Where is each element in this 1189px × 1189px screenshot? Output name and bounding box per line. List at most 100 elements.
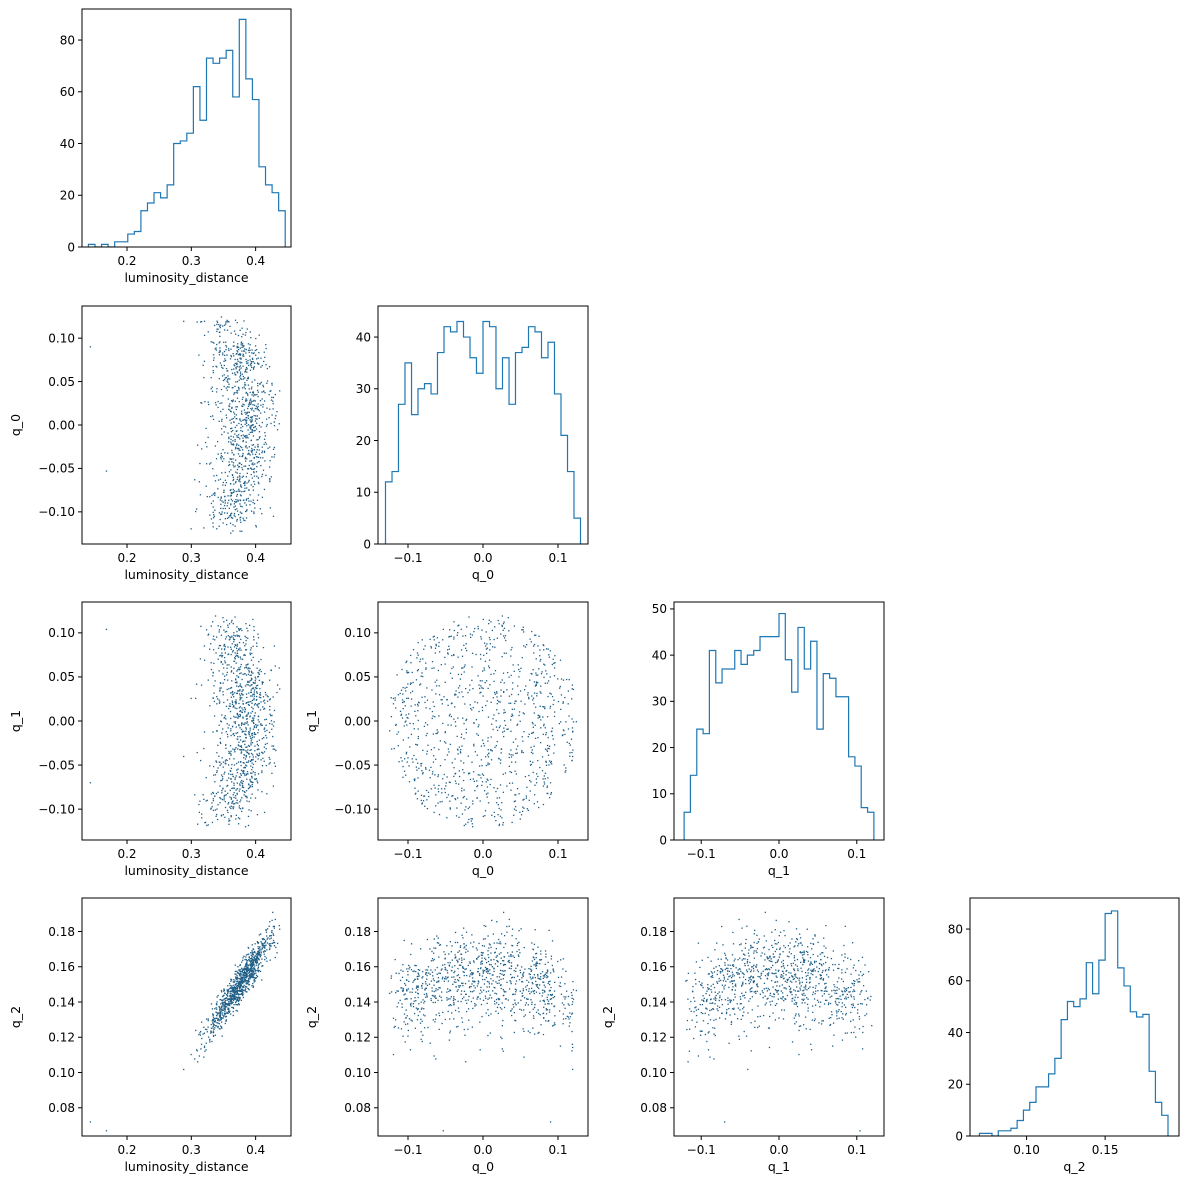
scatter-point [242, 978, 244, 981]
scatter-point [219, 350, 221, 353]
scatter-point [231, 643, 233, 645]
scatter-point [540, 658, 542, 661]
scatter-point [510, 719, 512, 721]
scatter-point [444, 957, 446, 959]
scatter-point [409, 1049, 412, 1051]
scatter-point [485, 793, 488, 795]
scatter-point [247, 712, 250, 714]
scatter-point [498, 824, 500, 827]
scatter-point [523, 807, 525, 809]
scatter-point [441, 800, 443, 803]
scatter-point [538, 806, 540, 809]
scatter-point [547, 754, 550, 756]
scatter-point [525, 986, 527, 988]
scatter-point [216, 730, 218, 732]
scatter-point [242, 740, 245, 742]
scatter-point [421, 987, 423, 989]
scatter-point [226, 417, 228, 419]
scatter-point [232, 989, 235, 992]
scatter-point [516, 965, 519, 967]
scatter-point [248, 667, 250, 669]
scatter-point [216, 343, 218, 346]
scatter-point [216, 388, 218, 390]
scatter-point [477, 971, 479, 973]
scatter-point [548, 764, 550, 766]
scatter-point [487, 762, 489, 764]
scatter-point [220, 774, 223, 776]
scatter-point [221, 757, 223, 759]
scatter-point [542, 999, 544, 1002]
scatter-point [236, 390, 238, 392]
scatter-point [257, 445, 259, 447]
scatter-point [250, 467, 252, 469]
scatter-point [535, 963, 537, 966]
scatter-point [460, 736, 462, 739]
scatter-point [268, 756, 270, 759]
scatter-point [230, 441, 232, 443]
scatter-point [248, 973, 251, 975]
scatter-point [272, 748, 274, 750]
scatter-point [230, 646, 232, 648]
scatter-point [251, 416, 253, 418]
scatter-point [487, 740, 489, 742]
y-axis-label: q_0 [8, 414, 23, 436]
scatter-point [478, 684, 480, 686]
scatter-point [416, 989, 419, 991]
scatter-point [504, 943, 507, 945]
scatter-point [572, 731, 574, 733]
scatter-point [215, 1003, 218, 1005]
scatter-point [547, 736, 549, 739]
scatter-point [426, 994, 428, 996]
scatter-point [242, 694, 244, 696]
scatter-point [487, 1034, 489, 1037]
scatter-point [242, 673, 244, 676]
scatter-point [261, 948, 264, 950]
scatter-point [216, 528, 218, 530]
scatter-point [248, 481, 250, 483]
scatter-point [213, 774, 215, 776]
scatter-point [534, 685, 536, 687]
scatter-point [223, 350, 226, 353]
scatter-point [549, 782, 552, 784]
scatter-point [519, 720, 521, 722]
scatter-point [216, 996, 218, 998]
scatter-point [245, 352, 247, 354]
scatter-point [217, 791, 219, 793]
scatter-point [269, 480, 271, 483]
scatter-point [254, 968, 256, 971]
scatter-point [496, 797, 498, 799]
scatter-point [215, 391, 218, 393]
scatter-point [481, 960, 483, 962]
scatter-point [522, 799, 524, 801]
scatter-point [219, 335, 221, 338]
scatter-point [550, 762, 552, 764]
scatter-point [270, 720, 273, 722]
scatter-point [231, 701, 234, 704]
scatter-point [421, 672, 423, 674]
scatter-point [536, 692, 538, 695]
scatter-point [408, 765, 410, 767]
scatter-point [255, 685, 258, 687]
scatter-point [270, 937, 272, 939]
scatter-point [458, 816, 460, 818]
scatter-point [239, 710, 241, 712]
scatter-point [253, 974, 255, 976]
scatter-point [494, 963, 497, 965]
scatter-point [242, 982, 244, 984]
scatter-point [237, 714, 239, 716]
scatter-point [259, 692, 262, 694]
scatter-point [245, 795, 247, 797]
scatter-point [538, 1031, 540, 1034]
scatter-point [242, 972, 244, 974]
scatter-point [453, 1018, 455, 1020]
scatter-points [389, 911, 578, 1132]
scatter-point [241, 350, 243, 352]
scatter-point [502, 964, 505, 966]
scatter-point [531, 732, 533, 734]
scatter-point [254, 778, 257, 781]
scatter-point [246, 368, 248, 370]
scatter-point [224, 638, 227, 640]
scatter-point [246, 393, 249, 395]
scatter-point [485, 764, 488, 767]
